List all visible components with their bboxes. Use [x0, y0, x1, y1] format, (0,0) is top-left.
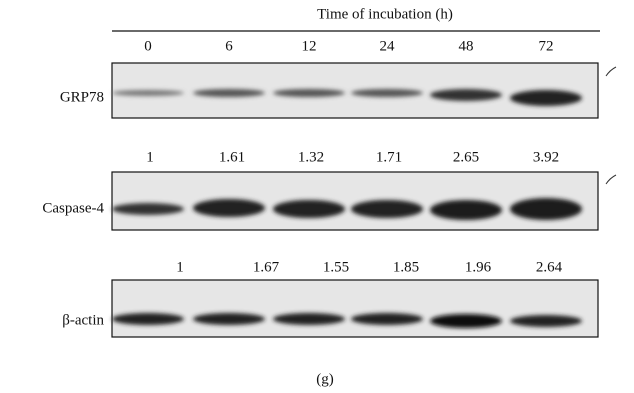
ratio: 1.67: [253, 259, 280, 275]
ratio: 1.32: [298, 149, 324, 165]
band: [351, 89, 423, 97]
blot-label: GRP78: [60, 89, 104, 105]
ratio: 1.61: [219, 149, 245, 165]
band: [430, 314, 502, 328]
blot-label: β-actin: [62, 312, 104, 328]
band: [112, 313, 184, 325]
blot: [112, 280, 598, 337]
edge-mark: [606, 67, 616, 76]
blot: [112, 63, 598, 118]
band: [193, 89, 265, 97]
band: [430, 89, 502, 101]
band: [510, 90, 582, 106]
blot-label: Caspase-4: [42, 200, 104, 216]
band: [273, 313, 345, 325]
time-point: 72: [539, 38, 554, 54]
band: [112, 203, 184, 215]
ratio: 2.65: [453, 149, 479, 165]
time-point: 6: [225, 38, 233, 54]
band: [273, 200, 345, 218]
ratio: 3.92: [533, 149, 559, 165]
band: [351, 313, 423, 325]
ratio: 1.85: [393, 259, 419, 275]
band: [193, 313, 265, 325]
ratio: 1.55: [323, 259, 349, 275]
edge-mark: [606, 175, 616, 184]
ratio: 1.71: [376, 149, 402, 165]
caption: (g): [316, 371, 334, 387]
header-title: Time of incubation (h): [317, 6, 453, 22]
band: [510, 198, 582, 220]
ratio: 1: [146, 149, 154, 165]
time-point: 0: [144, 38, 152, 54]
ratio: 1: [176, 259, 184, 275]
band: [430, 200, 502, 220]
time-point: 48: [459, 38, 474, 54]
band: [112, 90, 184, 96]
time-point: 12: [302, 38, 317, 54]
band: [273, 89, 345, 97]
band: [193, 199, 265, 217]
time-point: 24: [380, 38, 396, 54]
band: [510, 315, 582, 327]
band: [351, 200, 423, 218]
figure: Time of incubation (h) (g) 0 6 12 24 48 72 GRP…: [0, 0, 634, 393]
ratio: 2.64: [536, 259, 563, 275]
ratio: 1.96: [465, 259, 492, 275]
